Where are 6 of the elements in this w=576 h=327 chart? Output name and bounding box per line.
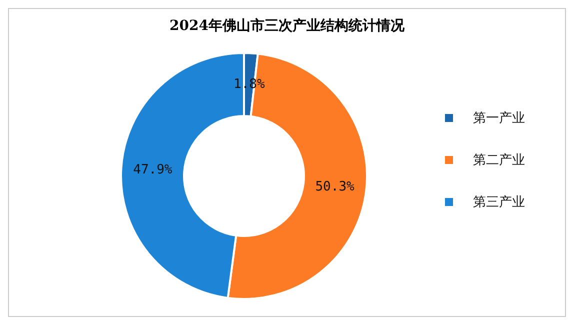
data-label: 47.9%: [133, 162, 172, 178]
legend-label: 第一产业: [473, 110, 525, 127]
legend-label: 第二产业: [473, 152, 525, 169]
data-label: 50.3%: [315, 180, 355, 195]
chart-title: 2024年佛山市三次产业结构统计情况: [168, 17, 406, 35]
legend-label: 第三产业: [473, 194, 525, 211]
